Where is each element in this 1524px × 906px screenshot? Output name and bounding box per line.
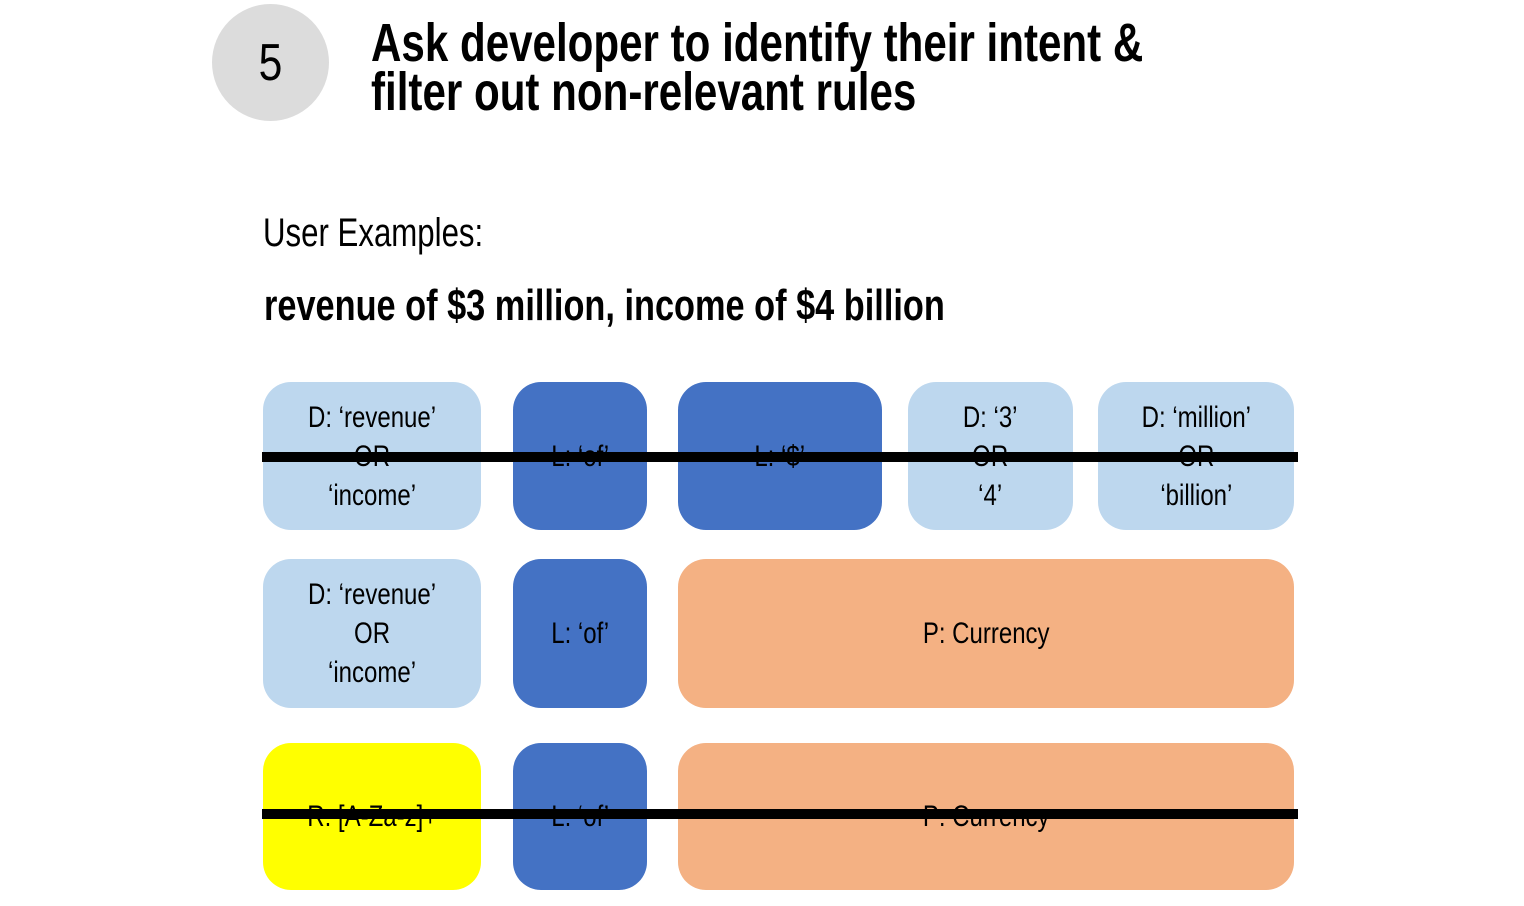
user-example-text: revenue of $3 million, income of $4 bill… bbox=[264, 281, 945, 330]
strikethrough-line-row-1 bbox=[262, 452, 1298, 462]
slide-title-line-2: filter out non-relevant rules bbox=[371, 62, 917, 122]
step-number-badge: 5 bbox=[212, 4, 329, 121]
user-examples-label: User Examples: bbox=[263, 211, 484, 255]
rule-box-label: D: ‘revenue’ OR ‘income’ bbox=[307, 400, 437, 512]
rule-box-label: P: Currency bbox=[922, 617, 1050, 650]
slide-title-line-1: Ask developer to identify their intent & bbox=[371, 13, 1144, 73]
rule-box-label: D: ‘million’ OR ‘billion’ bbox=[1141, 400, 1251, 512]
strikethrough-line-row-3 bbox=[262, 809, 1298, 819]
rule-box-p-currency: P: Currency bbox=[678, 559, 1294, 708]
rule-box-label: D: ‘revenue’ OR ‘income’ bbox=[307, 578, 437, 689]
rule-box-d-revenue-income: D: ‘revenue’ OR ‘income’ bbox=[263, 559, 481, 708]
slide-title: Ask developer to identify their intent &… bbox=[371, 13, 1144, 122]
step-number: 5 bbox=[258, 33, 283, 92]
rule-box-label: L: ‘of’ bbox=[551, 617, 609, 650]
rule-box-l-of: L: ‘of’ bbox=[513, 559, 647, 708]
